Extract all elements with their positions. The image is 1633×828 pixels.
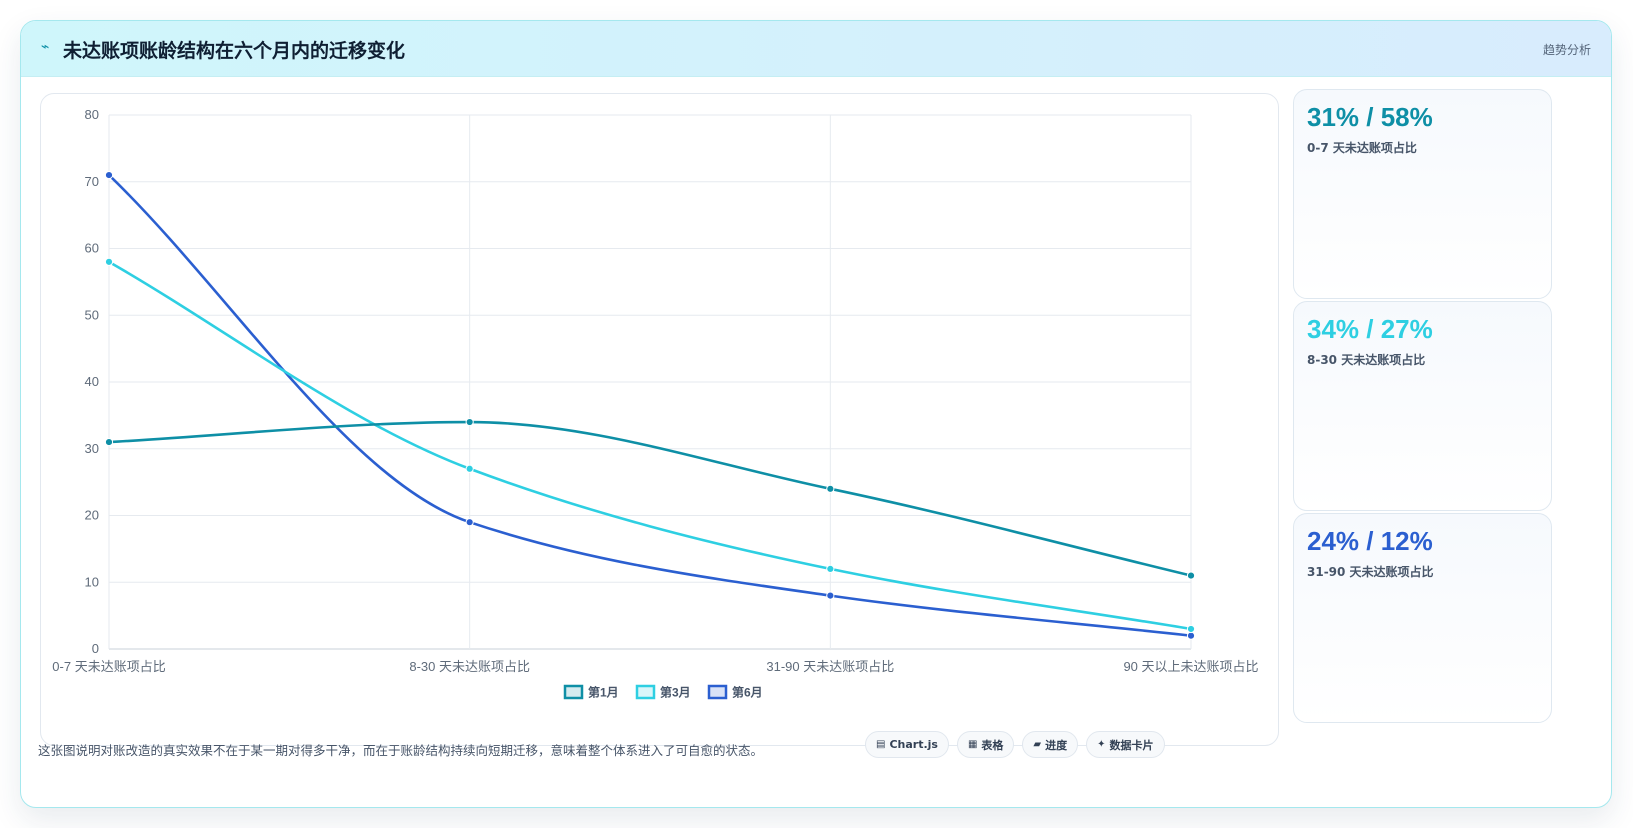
line-chart: 0 10 20 30 40 50 60 70 80 0-7 天未达账项占比 8-30 天未达账项占比… xyxy=(52,107,1258,700)
y-tick-label: 0 xyxy=(92,641,99,656)
data-point xyxy=(104,257,114,266)
x-tick-label: 90 天以上未达账项占比 xyxy=(1123,659,1258,674)
data-point xyxy=(104,437,114,447)
x-tick-label: 8-30 天未达账项占比 xyxy=(409,659,530,674)
chip-data-card[interactable]: ✦ 数据卡片 xyxy=(1086,731,1165,758)
data-point xyxy=(465,464,474,473)
kpi-label: 0-7 天未达账项占比 xyxy=(1307,141,1417,155)
kpi-card-0-7: 31% / 58% 0-7 天未达账项占比 xyxy=(1293,89,1552,299)
chip-progress[interactable]: ▰ 进度 xyxy=(1022,731,1079,758)
chip-chartjs[interactable]: ▤ Chart.js xyxy=(865,731,949,758)
data-point xyxy=(826,484,835,493)
chip-row: ▤ Chart.js ▦ 表格 ▰ 进度 ✦ 数据卡片 xyxy=(865,731,1165,758)
legend-swatch xyxy=(707,684,728,700)
chip-label: 表格 xyxy=(981,738,1004,752)
y-tick-label: 50 xyxy=(85,307,99,322)
kpi-value: 31% / 58% xyxy=(1307,102,1433,132)
data-point xyxy=(1186,631,1196,640)
trend-icon: ⌁ xyxy=(41,39,50,55)
data-point xyxy=(104,170,114,180)
progress-icon: ▰ xyxy=(1033,739,1042,750)
table-icon: ▦ xyxy=(967,739,978,750)
y-tick-label: 10 xyxy=(85,574,99,589)
y-tick-label: 40 xyxy=(85,374,99,389)
page-title: 未达账项账龄结构在六个月内的迁移变化 xyxy=(63,40,406,62)
chip-label: Chart.js xyxy=(889,738,938,751)
y-tick-label: 80 xyxy=(85,107,99,122)
kpi-value: 34% / 27% xyxy=(1307,314,1433,344)
data-point xyxy=(1186,624,1196,634)
data-point xyxy=(826,564,835,573)
chart-icon: ▤ xyxy=(876,739,886,750)
y-tick-label: 30 xyxy=(85,441,99,456)
card-header: ⌁ 未达账项账龄结构在六个月内的迁移变化 趋势分析 xyxy=(21,21,1611,77)
kpi-label: 31-90 天未达账项占比 xyxy=(1307,565,1434,579)
card-icon: ✦ xyxy=(1097,739,1106,750)
chart-panel: 0 10 20 30 40 50 60 70 80 0-7 天未达账项占比 8-30 天未达账项占比… xyxy=(40,93,1279,746)
kpi-label: 8-30 天未达账项占比 xyxy=(1307,353,1426,367)
y-tick-label: 70 xyxy=(85,174,99,189)
chart-card: ⌁ 未达账项账龄结构在六个月内的迁移变化 趋势分析 0 10 20 30 40 50 60 7… xyxy=(20,20,1612,808)
data-point xyxy=(465,518,474,527)
kpi-card-31-90: 24% / 12% 31-90 天未达账项占比 xyxy=(1293,513,1552,723)
legend-swatch xyxy=(563,684,584,700)
legend-label: 第1月 xyxy=(588,685,619,700)
kpi-card-8-30: 34% / 27% 8-30 天未达账项占比 xyxy=(1293,301,1552,511)
x-tick-label: 0-7 天未达账项占比 xyxy=(52,659,165,674)
legend-label: 第3月 xyxy=(660,685,691,700)
header-tag: 趋势分析 xyxy=(1542,43,1591,57)
chip-label: 进度 xyxy=(1045,738,1068,752)
data-point xyxy=(826,591,835,600)
y-tick-label: 20 xyxy=(85,508,99,523)
data-point xyxy=(465,417,474,427)
chip-label: 数据卡片 xyxy=(1109,738,1154,752)
chip-table[interactable]: ▦ 表格 xyxy=(956,731,1015,758)
y-tick-label: 60 xyxy=(85,241,99,256)
footer-note: 这张图说明对账改造的真实效果不在于某一期对得多干净，而在于账龄结构持续向短期迁移… xyxy=(38,743,764,758)
legend-label: 第6月 xyxy=(732,685,763,700)
series-line xyxy=(108,420,1192,577)
data-point xyxy=(1186,571,1196,580)
kpi-value: 24% / 12% xyxy=(1307,526,1433,556)
series-line xyxy=(108,174,1192,637)
series-line xyxy=(108,260,1192,631)
x-tick-label: 31-90 天未达账项占比 xyxy=(766,659,894,674)
legend-swatch xyxy=(635,684,656,700)
